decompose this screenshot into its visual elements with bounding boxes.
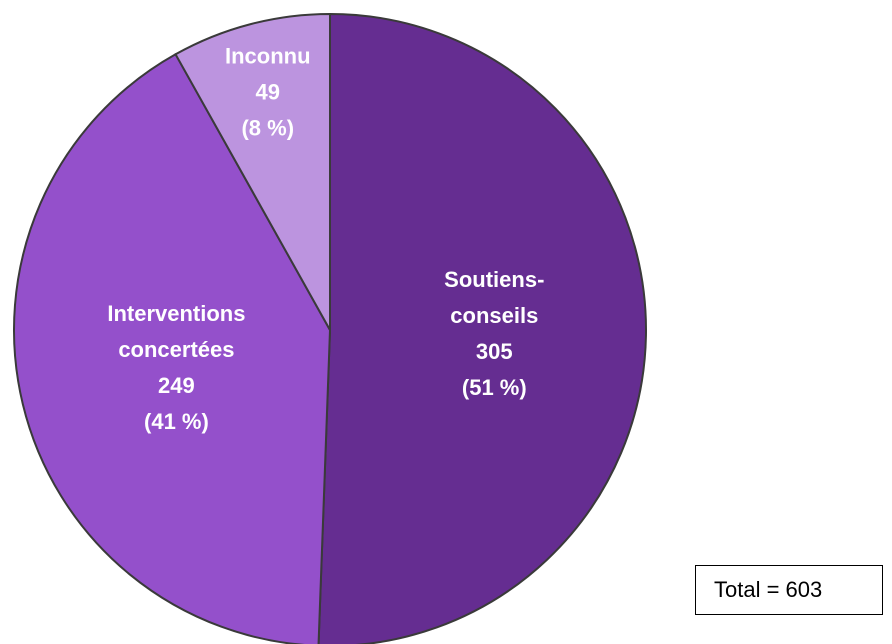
label-soutiens-conseils-line-3: (51 %) (462, 375, 527, 400)
slice-inconnu (174, 12, 331, 334)
label-interventions-concertees-line-3: (41 %) (144, 409, 209, 434)
label-soutiens-conseils-line-1: conseils (450, 303, 538, 328)
label-interventions-concertees-line-2: 249 (158, 373, 195, 398)
label-interventions-concertees-line-1: concertées (118, 337, 234, 362)
pie-labels: Soutiens-conseils 305 (51 %) Interventions c… (107, 44, 544, 435)
label-inconnu: Inconnu 49 (8 %) (225, 44, 311, 141)
label-soutiens-conseils-line-2: 305 (476, 339, 513, 364)
label-inconnu-line-0: Inconnu (225, 44, 311, 69)
pie-slices (13, 12, 647, 644)
label-inconnu-line-1: 49 (256, 80, 280, 105)
total-box: Total = 603 (695, 565, 883, 615)
label-interventions-concertees: Interventions concertées 249 (41 %) (107, 301, 245, 434)
slice-soutiens-conseils (317, 12, 647, 644)
label-interventions-concertees-line-0: Interventions (107, 301, 245, 326)
total-text: Total = 603 (714, 577, 823, 602)
label-inconnu-line-2: (8 %) (241, 116, 294, 141)
slice-interventions-concertees (13, 52, 332, 644)
label-soutiens-conseils-line-0: Soutiens- (444, 267, 544, 292)
label-soutiens-conseils: Soutiens-conseils 305 (51 %) (444, 267, 544, 400)
